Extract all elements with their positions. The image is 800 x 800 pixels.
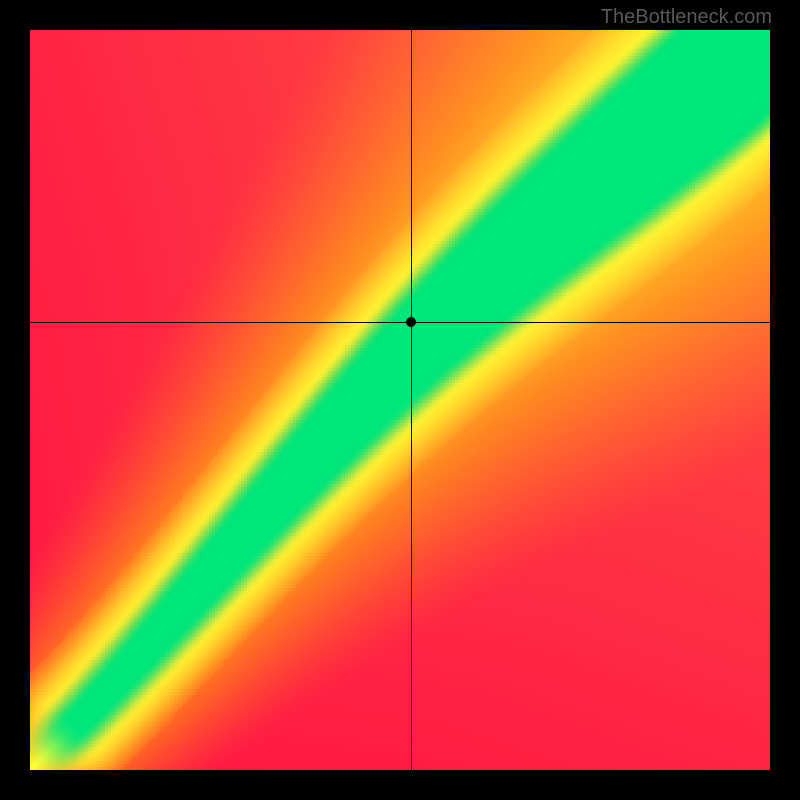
attribution-label: TheBottleneck.com xyxy=(601,6,772,29)
heatmap-canvas xyxy=(30,30,770,770)
crosshair-vertical-line xyxy=(411,30,412,770)
bottleneck-heatmap xyxy=(30,30,770,770)
crosshair-horizontal-line xyxy=(30,322,770,323)
